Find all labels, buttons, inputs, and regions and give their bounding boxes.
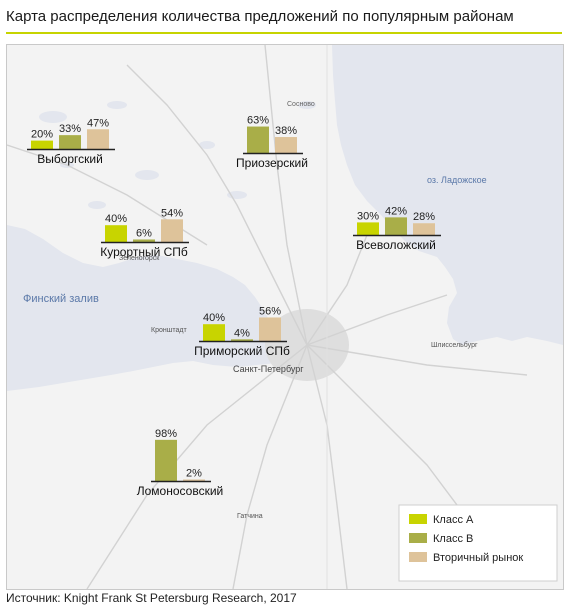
district-map: Финский залив оз. Ладожское Санкт-Петерб… [7,45,563,589]
bar [155,439,177,481]
shlisselburg-label: Шлиссельбург [431,341,478,349]
bar-value-label: 42% [385,205,407,217]
bar-value-label: 47% [87,117,109,129]
district-group: 98% 2% Ломоносовский [137,428,223,498]
district-group: 63% 38% Приозерский [236,115,308,170]
district-group: 30% 42% 28% Всеволожский [353,205,441,252]
district-name-label: Ломоносовский [137,484,223,498]
bar-value-label: 56% [259,305,281,317]
lake [39,111,67,123]
bar [105,225,127,242]
bar-value-label: 2% [186,468,202,480]
bar-value-label: 4% [234,327,250,339]
title-underline [6,32,562,34]
district-group: 40% 6% 54% Курортный СПб [100,207,189,259]
bar-value-label: 54% [161,207,183,219]
legend-swatch-secondary [409,552,427,562]
bar-value-label: 20% [31,129,53,141]
bar [133,239,155,242]
district-name-label: Приморский СПб [194,344,290,358]
bar-value-label: 33% [59,123,81,135]
bar [87,129,109,149]
gulf-label: Финский залив [23,293,99,305]
legend-label-class-a: Класс А [433,514,474,526]
kronshtadt-label: Кронштадт [151,327,187,334]
bar [183,479,205,481]
district-name-label: Выборгский [37,152,103,166]
lake [298,101,316,109]
bar-value-label: 28% [413,211,435,223]
lake [135,170,159,180]
bar [385,217,407,235]
bar [413,223,435,235]
bar [357,222,379,235]
bar [161,219,183,242]
bar-value-label: 63% [247,115,269,127]
bar-value-label: 30% [357,210,379,222]
sosnovo-label: Сосново [287,101,315,108]
lake [107,101,127,109]
district-bar-groups: 20% 33% 47% Выборгский 63% 38% Приозерский 40% 6… [27,115,441,498]
ladoga-label: оз. Ладожское [427,175,487,185]
zelenogorsk-label: Зеленогорск [119,255,160,262]
lake-ladoga [332,45,563,345]
legend-label-secondary: Вторичный рынок [433,552,523,564]
lake [88,201,106,209]
bar [203,324,225,341]
gulf-of-finland [7,225,313,391]
district-group: 20% 33% 47% Выборгский [27,117,115,166]
bar [31,140,53,149]
bar [59,135,81,149]
bar [259,317,281,341]
chart-title: Карта распределения количества предложен… [6,8,514,25]
district-name-label: Приозерский [236,156,308,170]
bar [231,339,253,341]
bar [247,126,269,153]
district-name-label: Всеволожский [356,238,436,252]
district-group: 40% 4% 56% Приморский СПб [194,305,290,358]
bar-value-label: 38% [275,125,297,137]
legend-swatch-class-b [409,533,427,543]
spb-label: Санкт-Петербург [233,364,304,374]
legend-label-class-b: Класс В [433,533,473,545]
legend: Класс А Класс В Вторичный рынок [398,504,558,582]
lake [199,141,215,149]
bar-value-label: 40% [105,213,127,225]
district-name-label: Курортный СПб [100,245,188,259]
bar-value-label: 98% [155,428,177,440]
source-note: Источник: Knight Frank St Petersburg Res… [6,591,297,605]
map-panel: Финский залив оз. Ладожское Санкт-Петерб… [6,44,564,590]
bar-value-label: 6% [136,227,152,239]
bar [275,137,297,153]
legend-swatch-class-a [409,514,427,524]
bar-value-label: 40% [203,312,225,324]
gatchina-label: Гатчина [237,513,263,520]
